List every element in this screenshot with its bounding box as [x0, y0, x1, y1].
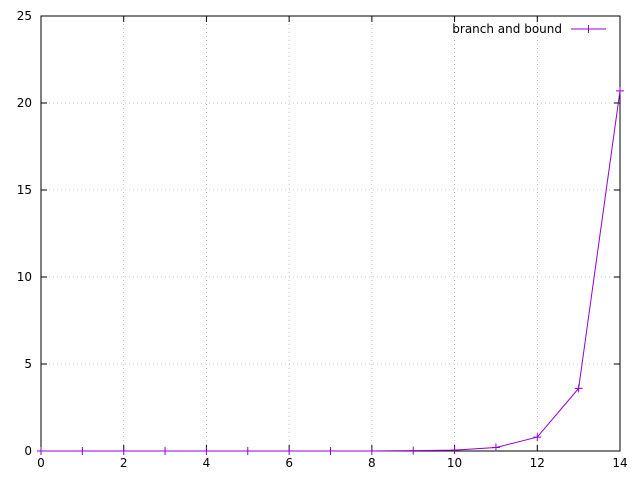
legend-label: branch and bound: [452, 22, 562, 36]
series-layer: [37, 86, 624, 455]
y-tick-label: 20: [17, 96, 32, 110]
x-tick-label: 8: [368, 456, 376, 470]
legend: branch and bound: [452, 22, 606, 36]
series-line: [41, 90, 621, 452]
legend-marker: [584, 25, 593, 33]
x-tick-label: 0: [37, 456, 45, 470]
y-tick-label: 5: [24, 357, 32, 371]
data-point-marker: [367, 447, 376, 455]
data-point-marker: [574, 384, 583, 393]
y-tick-label: 0: [24, 444, 32, 458]
data-point-marker: [78, 447, 87, 455]
data-point-marker: [533, 433, 542, 442]
x-tick-label: 2: [120, 456, 128, 470]
x-tick-label: 6: [285, 456, 293, 470]
data-point-marker: [450, 446, 459, 455]
data-point-marker: [491, 443, 500, 452]
legend-marker-plus: [584, 25, 593, 33]
data-point-marker: [409, 446, 418, 455]
x-tick-label: 4: [203, 456, 211, 470]
plot-frame: [40, 15, 621, 452]
data-point-marker: [119, 447, 128, 455]
grid-lines: [41, 16, 620, 451]
data-point-marker: [243, 447, 252, 455]
data-point-marker: [326, 447, 335, 455]
x-tick-label: 14: [612, 456, 627, 470]
y-tick-label: 10: [17, 270, 32, 284]
x-tick-label: 10: [447, 456, 462, 470]
y-tick-label: 15: [17, 183, 32, 197]
data-point-marker: [161, 447, 170, 455]
x-tick-label: 12: [530, 456, 545, 470]
y-tick-label: 25: [17, 9, 32, 23]
data-point-marker: [202, 447, 211, 455]
data-point-marker: [37, 447, 45, 455]
data-point-marker: [285, 447, 294, 455]
axis-ticks: 0 2 4 6 8 10 12 14 0 5 10 15 20 25: [17, 9, 628, 470]
data-point-marker: [616, 86, 624, 95]
